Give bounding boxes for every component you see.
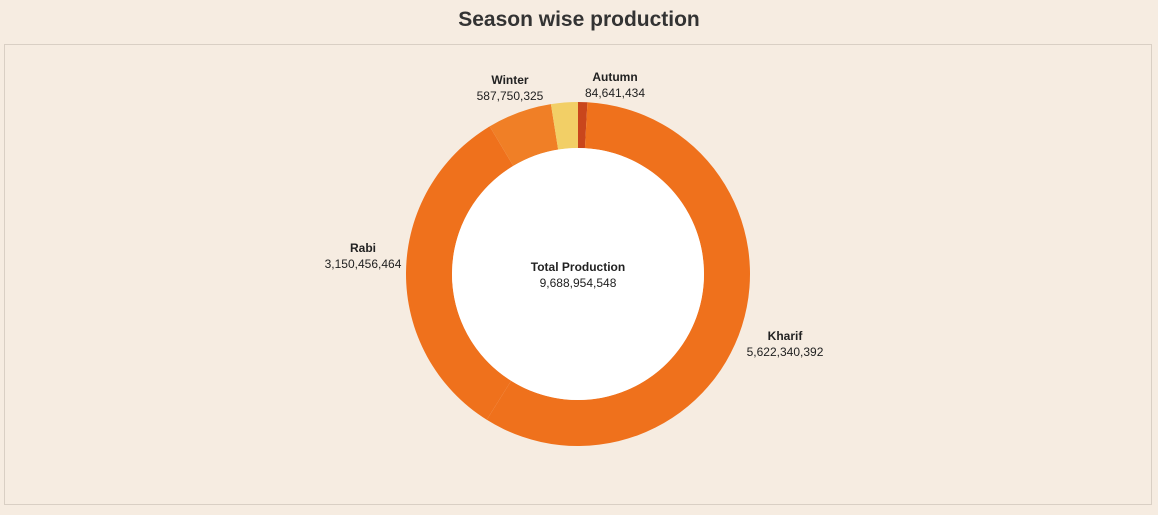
- chart-title: Season wise production: [458, 8, 700, 31]
- donut-hole: [452, 148, 704, 400]
- center-label: Total Production: [531, 260, 625, 274]
- slice-value-autumn: 84,641,434: [585, 86, 645, 100]
- slice-other[interactable]: [550, 102, 578, 150]
- slice-value-winter: 587,750,325: [477, 89, 544, 103]
- slice-kharif[interactable]: [486, 102, 750, 447]
- slice-autumn[interactable]: [578, 102, 588, 149]
- slice-label-autumn: Autumn: [592, 70, 637, 84]
- slice-label-winter: Winter: [491, 73, 529, 87]
- slice-label-rabi: Rabi: [350, 241, 376, 255]
- slice-value-kharif: 5,622,340,392: [747, 345, 824, 359]
- slice-rabi[interactable]: [405, 126, 514, 420]
- chart-frame: [4, 44, 1152, 505]
- slice-labels: Autumn 84,641,434 Kharif 5,622,340,392 Rabi 3…: [325, 70, 824, 359]
- center-value: 9,688,954,548: [540, 276, 617, 290]
- donut-slices: [405, 102, 750, 447]
- slice-value-rabi: 3,150,456,464: [325, 257, 402, 271]
- slice-winter[interactable]: [489, 104, 559, 166]
- slice-label-kharif: Kharif: [768, 329, 804, 343]
